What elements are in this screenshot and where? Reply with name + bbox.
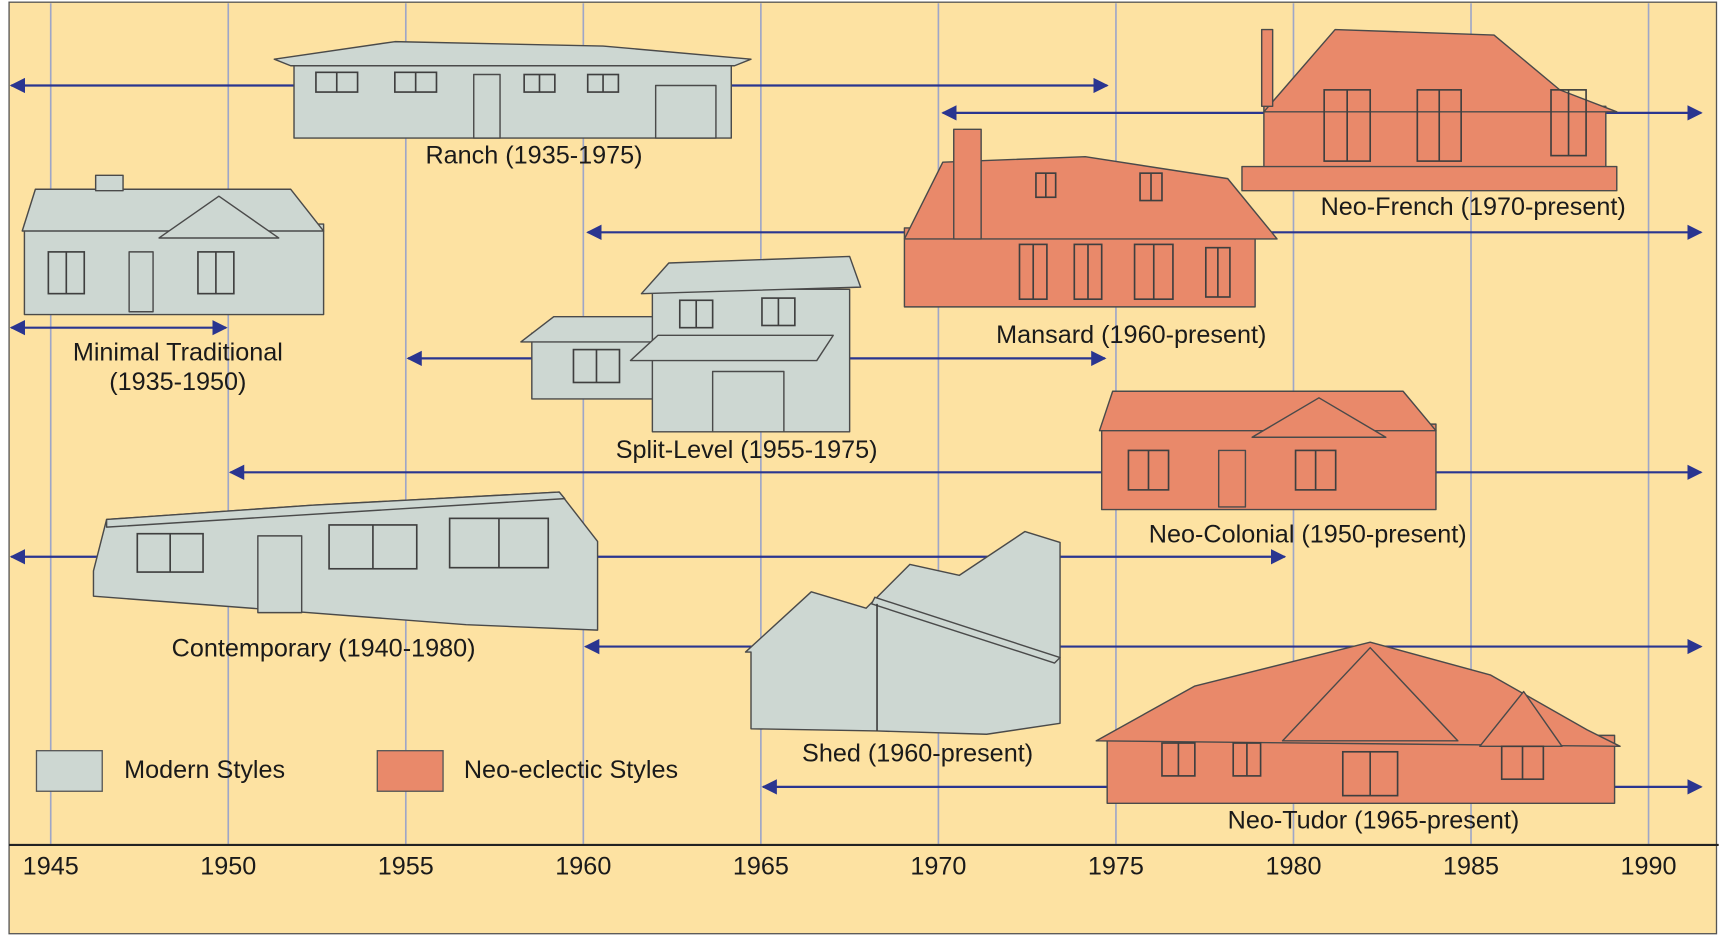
x-tick-label: 1990 [1621, 853, 1677, 881]
door [128, 251, 154, 313]
house-illustration [273, 40, 752, 139]
wall [1263, 105, 1607, 179]
chimney [94, 174, 124, 192]
wall [744, 530, 1061, 735]
door [1217, 449, 1247, 508]
house-illustration [744, 530, 1061, 735]
roof [273, 40, 752, 67]
x-tick-label: 1945 [23, 853, 79, 881]
gable [158, 195, 280, 239]
roof [903, 156, 1278, 240]
house-illustration [21, 174, 325, 316]
x-tick-label: 1970 [910, 853, 966, 881]
x-tick-label: 1985 [1443, 853, 1499, 881]
wall [23, 223, 325, 316]
style-label: Mansard (1960-present) [996, 321, 1266, 349]
gable [1251, 397, 1387, 438]
x-tick-label: 1980 [1265, 853, 1321, 881]
roof [21, 188, 325, 232]
x-tick-label: 1950 [200, 853, 256, 881]
roof [1263, 28, 1618, 113]
style-label: (1935-1950) [109, 368, 246, 396]
style-label: Contemporary (1940-1980) [172, 635, 476, 663]
style-label: Shed (1960-present) [802, 740, 1033, 768]
roof [870, 596, 1061, 664]
porch-roof [629, 334, 834, 362]
style-label: Neo-Colonial (1950-present) [1149, 521, 1467, 549]
legend-label: Neo-eclectic Styles [464, 756, 678, 784]
roof [105, 491, 566, 528]
door [257, 535, 303, 614]
gable [1281, 646, 1459, 742]
roof [640, 255, 862, 295]
legend-swatch [35, 750, 103, 792]
house-illustration [520, 255, 862, 433]
legend-label: Modern Styles [124, 756, 285, 784]
house-illustration [1095, 641, 1621, 805]
x-tick-label: 1955 [378, 853, 434, 881]
x-tick-label: 1960 [555, 853, 611, 881]
wall [1100, 423, 1437, 511]
chimney [1260, 28, 1274, 108]
door [473, 73, 501, 139]
roof [1098, 390, 1437, 432]
wall [903, 227, 1256, 308]
style-label: Ranch (1935-1975) [425, 141, 642, 169]
garage [654, 84, 717, 139]
house-illustration [92, 491, 599, 631]
x-tick-label: 1975 [1088, 853, 1144, 881]
house-illustration [903, 128, 1278, 308]
style-label: Neo-French (1970-present) [1321, 193, 1626, 221]
style-label: Minimal Traditional [73, 339, 283, 367]
house-illustration [1241, 28, 1618, 192]
wing [531, 332, 665, 400]
legend-swatch [376, 750, 444, 792]
style-label: Neo-Tudor (1965-present) [1228, 807, 1520, 835]
garage [711, 370, 785, 433]
base [1241, 165, 1618, 192]
house-illustration [1098, 390, 1437, 511]
style-label: Split-Level (1955-1975) [616, 436, 878, 464]
chimney [953, 128, 982, 240]
x-tick-label: 1965 [733, 853, 789, 881]
